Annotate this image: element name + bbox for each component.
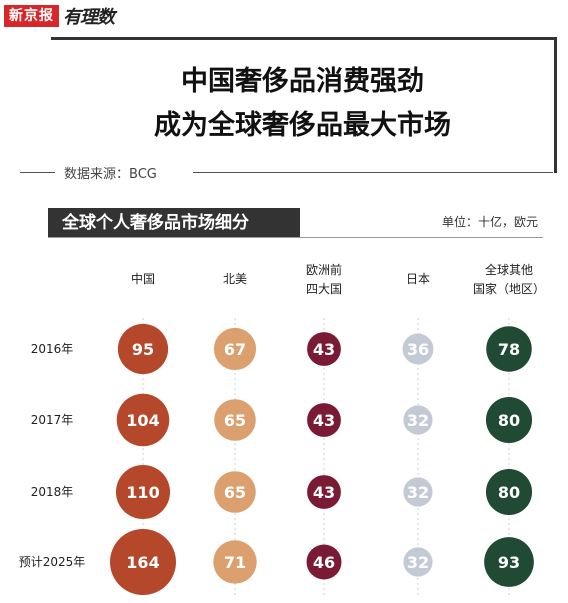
bubble-value: 65	[224, 483, 246, 502]
bubble	[115, 464, 171, 520]
column-header: 全球其他	[485, 262, 533, 277]
bubble-value: 43	[313, 411, 335, 430]
title-line-2: 成为全球奢侈品最大市场	[154, 110, 451, 141]
bubble-value: 104	[126, 411, 159, 430]
bubble	[307, 475, 341, 509]
column-header: 北美	[223, 272, 247, 286]
column-header: 日本	[406, 272, 430, 286]
bubble-value: 32	[407, 411, 429, 430]
row-label: 2018年	[31, 485, 74, 499]
bubble	[486, 326, 532, 372]
unit-label: 单位：十亿，欧元	[441, 215, 538, 229]
bubble	[307, 332, 341, 366]
bubble-value: 95	[132, 340, 154, 359]
bubble	[485, 468, 533, 516]
row-label: 2017年	[31, 413, 74, 427]
bubble	[403, 477, 433, 507]
bubble	[214, 399, 256, 441]
bubble	[403, 405, 433, 435]
column-header: 四大国	[306, 282, 342, 296]
source-row: 数据来源：BCG	[0, 165, 560, 182]
divider-left	[20, 172, 55, 173]
bubble	[117, 323, 169, 375]
row-label: 预计2025年	[19, 555, 86, 569]
column-header: 中国	[131, 271, 155, 286]
bubble	[214, 471, 256, 513]
bubble	[116, 393, 170, 447]
bubble-value: 43	[313, 483, 335, 502]
bubble-value: 36	[407, 340, 429, 359]
bubble-value: 46	[313, 553, 335, 572]
bubble	[213, 540, 257, 584]
row-label: 2016年	[31, 342, 74, 356]
data-source: 数据来源：BCG	[64, 167, 157, 182]
brand-column: 有理数	[63, 7, 115, 28]
bubble-value: 78	[498, 340, 520, 359]
bubble-value: 32	[407, 553, 429, 572]
bubble-value: 110	[126, 483, 159, 502]
bubble	[307, 403, 341, 437]
brand-logo: 新京报 有理数	[4, 4, 115, 28]
bubble	[213, 327, 257, 371]
bubble-value: 80	[498, 411, 520, 430]
column-header: 国家（地区）	[473, 281, 545, 296]
bubble-value: 71	[224, 553, 246, 572]
page-title: 中国奢侈品消费强劲 成为全球奢侈品最大市场	[51, 60, 554, 148]
subtitle-underline	[48, 237, 543, 238]
bubble	[110, 529, 176, 595]
column-header: 欧洲前	[306, 262, 342, 277]
bubble	[306, 544, 342, 580]
bubble-value: 43	[313, 340, 335, 359]
bubble	[402, 333, 434, 365]
bubble	[485, 396, 533, 444]
bubble-value: 164	[126, 553, 159, 572]
bubble-value: 65	[224, 411, 246, 430]
bubble-value: 67	[224, 340, 246, 359]
divider-right	[193, 172, 553, 173]
brand-name: 新京报	[4, 5, 59, 27]
bubble-value: 93	[498, 553, 520, 572]
bubble	[403, 547, 433, 577]
title-frame: 中国奢侈品消费强劲 成为全球奢侈品最大市场	[51, 37, 557, 173]
bubble	[484, 537, 534, 587]
chart-subtitle: 全球个人奢侈品市场细分	[48, 208, 300, 238]
title-line-1: 中国奢侈品消费强劲	[181, 66, 424, 97]
bubble-value: 32	[407, 483, 429, 502]
bubble-value: 80	[498, 483, 520, 502]
